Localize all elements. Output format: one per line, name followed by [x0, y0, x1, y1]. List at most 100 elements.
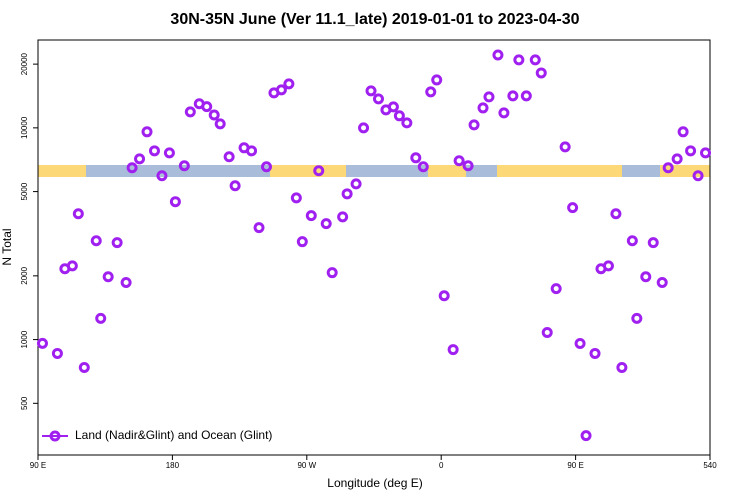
data-point — [169, 196, 181, 208]
data-point — [387, 101, 399, 113]
data-point — [372, 93, 384, 105]
y-tick-label: 500 — [20, 396, 29, 410]
data-point — [610, 208, 622, 220]
data-point — [148, 145, 160, 157]
land-ocean-strip — [38, 165, 710, 177]
data-point — [477, 102, 489, 114]
y-tick-label: 20000 — [20, 52, 29, 75]
x-tick-label: 540 — [703, 461, 717, 470]
data-point — [201, 101, 213, 113]
data-point — [589, 347, 601, 359]
data-point — [507, 90, 519, 102]
data-point — [260, 161, 272, 173]
land-band — [428, 165, 466, 177]
data-point — [337, 211, 349, 223]
x-tick-label: 90 E — [567, 461, 583, 470]
data-point — [401, 117, 413, 129]
data-point — [535, 67, 547, 79]
data-point — [341, 188, 353, 200]
data-point — [120, 277, 132, 289]
data-point — [184, 106, 196, 118]
data-point — [656, 277, 668, 289]
data-point — [95, 312, 107, 324]
data-point — [51, 347, 63, 359]
data-point — [498, 107, 510, 119]
data-point — [66, 260, 78, 272]
data-point — [178, 160, 190, 172]
data-point — [90, 235, 102, 247]
data-point — [126, 162, 138, 174]
legend-label: Land (Nadir&Glint) and Ocean (Glint) — [75, 428, 272, 442]
data-point — [358, 122, 370, 134]
data-point — [626, 235, 638, 247]
data-point — [541, 327, 553, 339]
data-point — [72, 208, 84, 220]
data-point — [580, 430, 592, 442]
data-point — [700, 147, 712, 159]
data-point — [214, 118, 226, 130]
y-axis-label: N Total — [0, 228, 14, 265]
data-point — [671, 153, 683, 165]
data-point — [296, 236, 308, 248]
data-point — [78, 362, 90, 374]
data-point — [685, 145, 697, 157]
data-point — [559, 141, 571, 153]
data-point — [163, 147, 175, 159]
land-band — [38, 165, 86, 177]
y-tick-label: 10000 — [20, 116, 29, 139]
data-point — [567, 202, 579, 214]
data-point — [574, 338, 586, 350]
data-point — [631, 312, 643, 324]
data-point — [662, 162, 674, 174]
data-point — [468, 119, 480, 131]
data-point — [453, 155, 465, 167]
data-point — [36, 337, 48, 349]
data-point — [393, 110, 405, 122]
data-point — [410, 152, 422, 164]
data-point — [326, 267, 338, 279]
data-point — [483, 91, 495, 103]
data-point — [246, 145, 258, 157]
data-point — [290, 192, 302, 204]
x-tick-label: 180 — [166, 461, 180, 470]
data-point — [417, 161, 429, 173]
data-point — [640, 271, 652, 283]
data-point — [141, 126, 153, 138]
data-point — [447, 344, 459, 356]
data-point — [492, 49, 504, 61]
y-tick-label: 1000 — [20, 330, 29, 348]
data-point — [431, 74, 443, 86]
data-point — [134, 153, 146, 165]
data-point — [350, 178, 362, 190]
data-point — [616, 362, 628, 374]
data-point — [320, 218, 332, 230]
data-point — [208, 109, 220, 121]
data-point — [529, 54, 541, 66]
data-point — [692, 170, 704, 182]
x-tick-label: 90 E — [30, 461, 46, 470]
data-point — [102, 271, 114, 283]
data-point — [275, 84, 287, 96]
x-tick-label: 90 W — [297, 461, 316, 470]
chart-title: 30N-35N June (Ver 11.1_late) 2019-01-01 … — [170, 11, 579, 28]
data-point — [462, 160, 474, 172]
plot-frame — [37, 39, 711, 456]
y-tick-label: 5000 — [20, 182, 29, 200]
data-point — [313, 165, 325, 177]
data-point — [438, 290, 450, 302]
data-point — [677, 126, 689, 138]
data-point — [253, 222, 265, 234]
legend-marker — [49, 430, 61, 442]
y-tick-label: 2000 — [20, 266, 29, 284]
land-band — [497, 165, 622, 177]
data-point — [305, 210, 317, 222]
data-point — [520, 90, 532, 102]
data-point — [283, 78, 295, 90]
x-axis-label: Longitude (deg E) — [327, 476, 422, 490]
data-point — [425, 86, 437, 98]
data-point — [111, 237, 123, 249]
data-point — [365, 85, 377, 97]
data-point — [550, 283, 562, 295]
data-point — [229, 180, 241, 192]
